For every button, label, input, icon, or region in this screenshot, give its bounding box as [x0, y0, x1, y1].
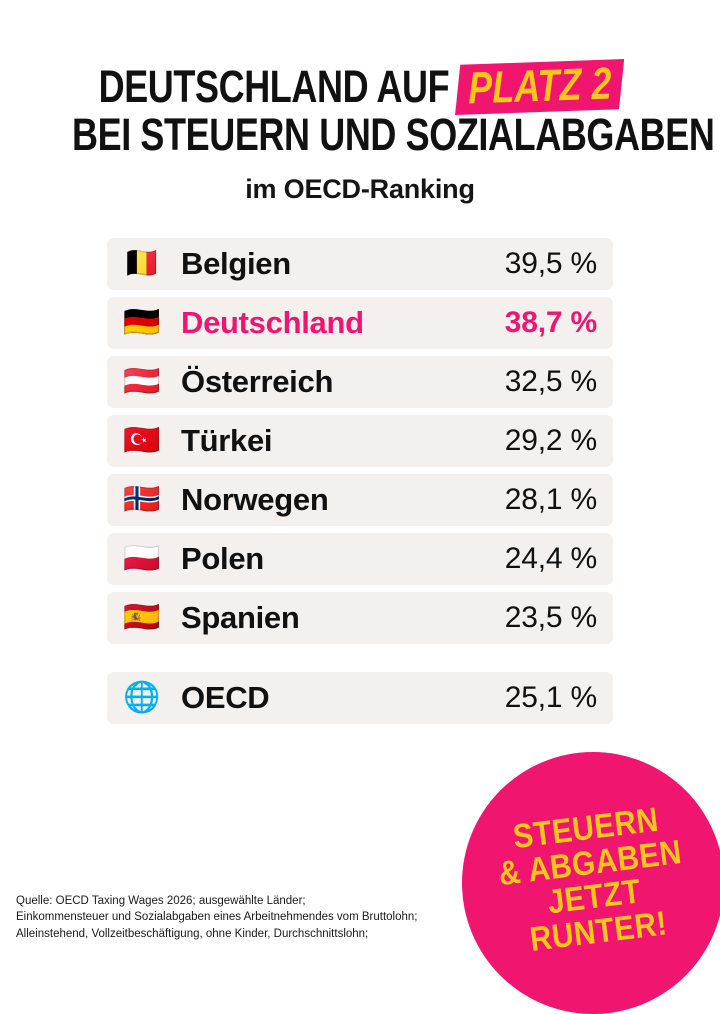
- table-row: 🇹🇷 Türkei 29,2 %: [107, 415, 613, 467]
- table-row-oecd-average: 🌐 OECD 25,1 %: [107, 672, 613, 724]
- flag-turkey-icon: 🇹🇷: [123, 423, 161, 458]
- country-label: Deutschland: [181, 305, 364, 340]
- table-row: 🇵🇱 Polen 24,4 %: [107, 533, 613, 585]
- table-row: 🇧🇪 Belgien 39,5 %: [107, 238, 613, 290]
- flag-poland-icon: 🇵🇱: [123, 541, 161, 576]
- value-label: 23,5 %: [504, 601, 597, 634]
- value-label: 25,1 %: [504, 681, 597, 714]
- country-label: Spanien: [181, 600, 300, 635]
- value-label: 24,4 %: [504, 542, 597, 575]
- country-label: OECD: [181, 680, 270, 715]
- infographic-page: DEUTSCHLAND AUF PLATZ 2 BEI STEUERN UND …: [0, 0, 720, 960]
- headline-block: DEUTSCHLAND AUF PLATZ 2 BEI STEUERN UND …: [0, 57, 720, 161]
- table-row-highlighted: 🇩🇪 Deutschland 38,7 %: [107, 297, 613, 349]
- flag-norway-icon: 🇳🇴: [123, 482, 161, 517]
- platz-badge: PLATZ 2: [455, 57, 624, 115]
- table-row: 🇪🇸 Spanien 23,5 %: [107, 592, 613, 644]
- country-label: Polen: [181, 541, 264, 576]
- subtitle: im OECD-Ranking: [245, 174, 475, 204]
- value-label: 28,1 %: [504, 483, 597, 516]
- table-row: 🇳🇴 Norwegen 28,1 %: [107, 474, 613, 526]
- stamp-text-block: STEUERN & ABGABEN JETZT RUNTER!: [480, 798, 705, 967]
- ranking-list: 🇧🇪 Belgien 39,5 % 🇩🇪 Deutschland 38,7 % …: [107, 238, 613, 731]
- value-label: 39,5 %: [504, 247, 597, 280]
- call-to-action-stamp: STEUERN & ABGABEN JETZT RUNTER!: [462, 752, 720, 1014]
- flag-belgium-icon: 🇧🇪: [123, 246, 161, 281]
- country-label: Norwegen: [181, 482, 329, 517]
- source-line-3: Alleinstehend, Vollzeitbeschäftigung, oh…: [16, 927, 369, 940]
- value-label: 29,2 %: [504, 424, 597, 457]
- value-label: 32,5 %: [504, 365, 597, 398]
- platz-badge-label: PLATZ 2: [467, 57, 612, 114]
- flag-austria-icon: 🇦🇹: [123, 364, 161, 399]
- globe-icon: 🌐: [123, 680, 161, 715]
- headline-line-1-text: DEUTSCHLAND AUF: [98, 61, 450, 112]
- source-line-2: Einkommensteuer und Sozialabgaben eines …: [16, 911, 418, 924]
- flag-germany-icon: 🇩🇪: [123, 305, 161, 340]
- country-label: Österreich: [181, 364, 334, 399]
- table-row: 🇦🇹 Österreich 32,5 %: [107, 356, 613, 408]
- headline-line-1-row: DEUTSCHLAND AUF PLATZ 2: [98, 57, 624, 115]
- flag-spain-icon: 🇪🇸: [123, 600, 161, 635]
- value-label: 38,7 %: [504, 306, 597, 339]
- source-line-1: Quelle: OECD Taxing Wages 2026; ausgewäh…: [16, 895, 306, 907]
- country-label: Belgien: [181, 246, 291, 281]
- country-label: Türkei: [181, 423, 273, 458]
- source-note: Quelle: OECD Taxing Wages 2026; ausgewäh…: [16, 893, 556, 942]
- headline-line-1: DEUTSCHLAND AUF PLATZ 2: [72, 57, 648, 115]
- headline-line-2: BEI STEUERN UND SOZIALABGABEN: [72, 109, 715, 161]
